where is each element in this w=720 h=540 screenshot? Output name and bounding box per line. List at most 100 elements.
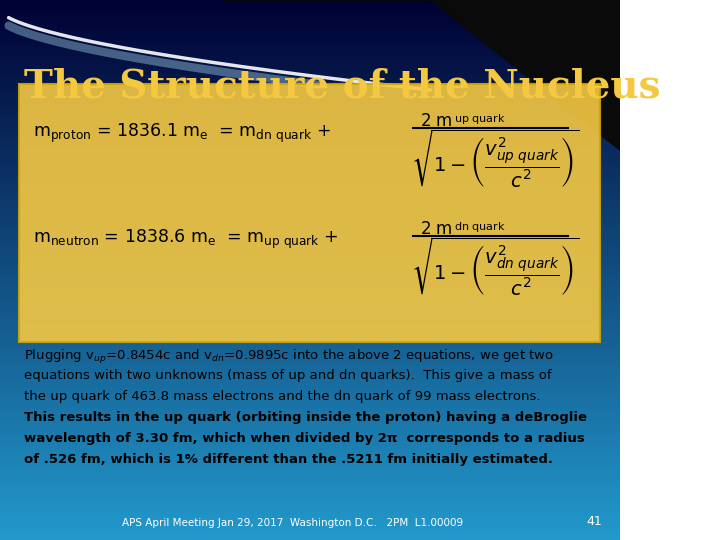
Bar <box>0 167 620 169</box>
Bar <box>0 155 620 157</box>
Bar <box>0 533 620 535</box>
Bar <box>0 344 620 346</box>
Bar <box>0 185 620 187</box>
Bar <box>0 353 620 355</box>
Bar <box>0 189 620 191</box>
Text: $\mathrm{m_{neutron}}$ = 1838.6 $\mathrm{m_e}$  = $\mathrm{m_{up\ quark}}$ +: $\mathrm{m_{neutron}}$ = 1838.6 $\mathrm… <box>32 228 338 251</box>
Bar <box>0 288 620 290</box>
Bar <box>0 112 620 113</box>
Text: This results in the up quark (orbiting inside the proton) having a deBroglie: This results in the up quark (orbiting i… <box>24 411 587 424</box>
Bar <box>0 490 620 491</box>
Bar <box>0 281 620 282</box>
Bar <box>0 178 620 180</box>
Bar <box>0 463 620 464</box>
Bar <box>0 214 620 216</box>
Bar <box>0 108 620 110</box>
Bar <box>0 346 620 347</box>
Bar <box>0 434 620 436</box>
Bar <box>0 319 620 320</box>
Bar <box>0 282 620 285</box>
Bar <box>0 147 620 150</box>
Bar <box>0 272 620 274</box>
Bar <box>0 275 620 277</box>
Bar <box>0 333 620 335</box>
Bar <box>0 428 620 430</box>
Bar <box>0 450 620 452</box>
Bar <box>0 274 620 275</box>
Bar <box>0 169 620 171</box>
Bar <box>0 371 620 373</box>
Bar <box>0 239 620 241</box>
Text: Plugging v$_{up}$=0.8454c and v$_{dn}$=0.9895c into the above 2 equations, we ge: Plugging v$_{up}$=0.8454c and v$_{dn}$=0… <box>24 348 554 366</box>
Bar <box>0 139 620 140</box>
Bar <box>0 493 620 495</box>
Bar <box>0 317 620 319</box>
Bar <box>0 506 620 508</box>
Bar <box>0 119 620 120</box>
Bar <box>0 351 620 353</box>
Bar <box>0 150 620 151</box>
Bar <box>0 515 620 517</box>
Bar <box>0 201 620 204</box>
Bar <box>0 69 620 70</box>
Bar <box>0 479 620 481</box>
Bar <box>0 430 620 432</box>
Bar <box>0 22 620 23</box>
Bar <box>0 292 620 293</box>
Bar <box>0 513 620 515</box>
Bar <box>0 103 620 104</box>
Bar <box>0 207 620 209</box>
Bar <box>0 425 620 427</box>
Bar <box>0 193 620 194</box>
Bar <box>0 536 620 538</box>
Bar <box>0 146 620 147</box>
Bar <box>0 409 620 410</box>
Bar <box>0 290 620 292</box>
Bar <box>0 45 620 47</box>
Bar <box>0 363 620 366</box>
Text: wavelength of 3.30 fm, which when divided by 2π  corresponds to a radius: wavelength of 3.30 fm, which when divide… <box>24 432 585 445</box>
Bar <box>0 101 620 103</box>
Bar <box>0 88 620 90</box>
Bar <box>0 387 620 389</box>
Bar <box>0 43 620 45</box>
Bar <box>0 320 620 322</box>
Bar <box>0 265 620 266</box>
Bar <box>0 180 620 182</box>
Text: $\mathrm{dn\ quark}$: $\mathrm{dn\ quark}$ <box>454 220 505 234</box>
Bar <box>0 5 620 7</box>
Bar <box>0 517 620 518</box>
Bar <box>0 302 620 304</box>
Bar <box>0 326 620 328</box>
Bar <box>0 153 620 155</box>
Bar <box>0 486 620 488</box>
Bar <box>0 204 620 205</box>
Bar <box>0 42 620 43</box>
Bar <box>0 331 620 333</box>
Bar <box>0 85 620 86</box>
Bar <box>0 448 620 450</box>
Bar <box>0 66 620 69</box>
Bar <box>0 131 620 133</box>
Bar <box>0 247 620 248</box>
Bar <box>0 61 620 63</box>
Bar <box>0 495 620 497</box>
Bar <box>0 96 620 97</box>
Bar <box>0 501 620 502</box>
Bar <box>0 7 620 9</box>
Bar <box>0 76 620 77</box>
Bar <box>0 342 620 344</box>
Bar <box>0 297 620 299</box>
Bar <box>0 398 620 400</box>
Bar <box>0 128 620 130</box>
Bar <box>0 29 620 31</box>
Bar <box>0 498 620 501</box>
Bar <box>0 234 620 236</box>
Bar <box>0 336 620 339</box>
Bar <box>0 268 620 270</box>
Bar <box>0 525 620 528</box>
Bar <box>0 335 620 336</box>
Bar <box>0 347 620 349</box>
Bar <box>0 209 620 211</box>
Bar <box>0 520 620 522</box>
